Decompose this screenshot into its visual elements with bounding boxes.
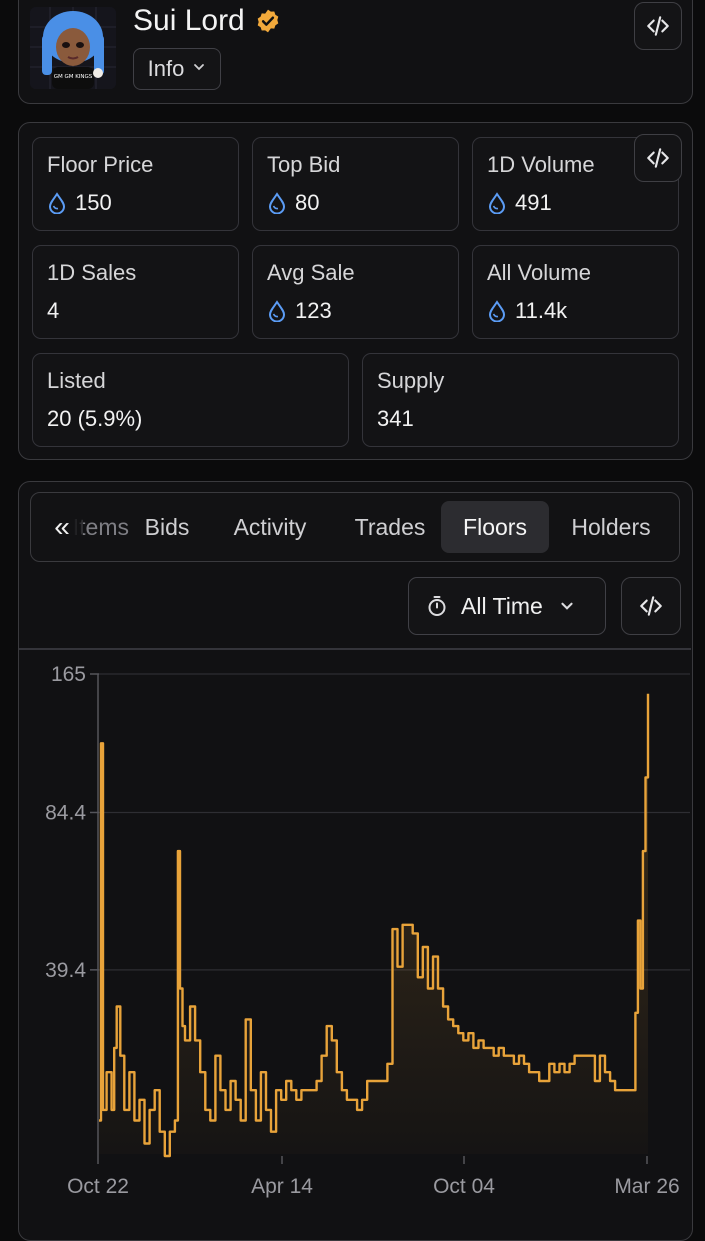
sui-drop-icon <box>48 192 66 214</box>
stat-value-text: 4 <box>47 298 60 323</box>
stat-value-text: 150 <box>75 190 112 215</box>
tab-label: Holders <box>571 513 651 540</box>
tab-trades[interactable]: Trades <box>337 501 443 553</box>
collection-name: Sui Lord <box>133 4 245 37</box>
info-label: Info <box>147 56 185 81</box>
collapse-tabs-button[interactable]: « <box>41 503 83 551</box>
info-dropdown-button[interactable]: Info <box>133 48 221 90</box>
sui-drop-icon <box>268 192 286 214</box>
x-tick-label: Oct 22 <box>67 1175 129 1198</box>
stat-label: Top Bid <box>267 152 341 177</box>
y-tick-label: 165 <box>51 663 86 686</box>
floor-line <box>99 693 650 1158</box>
collection-header-card <box>18 0 693 104</box>
tab-label: Floors <box>463 513 527 540</box>
stat-top-bid: Top Bid 80 <box>252 137 459 231</box>
tab-activity[interactable]: Activity <box>215 501 325 553</box>
x-tick-label: Apr 14 <box>251 1175 313 1198</box>
header-embed-code-button[interactable] <box>634 2 682 50</box>
stat-label: 1D Volume <box>487 152 595 177</box>
time-filter-dropdown[interactable]: All Time <box>408 577 606 635</box>
tab-bids[interactable]: Bids <box>129 501 205 553</box>
tab-label: Trades <box>354 513 426 540</box>
sui-drop-icon <box>268 300 286 322</box>
stats-embed-code-button[interactable] <box>634 134 682 182</box>
avatar-image: GM GM KINGS <box>30 7 116 89</box>
stat-label: Avg Sale <box>267 260 355 285</box>
stat-value-text: 123 <box>295 298 332 323</box>
stat-value-text: 80 <box>295 190 320 215</box>
tab-floors[interactable]: Floors <box>441 501 549 553</box>
x-tick-label: Oct 04 <box>433 1175 495 1198</box>
stat-supply: Supply 341 <box>362 353 679 447</box>
tab-label: Bids <box>144 513 190 540</box>
avatar-shirt-text: GM GM KINGS <box>54 74 93 80</box>
y-tick-label: 84.4 <box>45 801 86 824</box>
stat-floor-price: Floor Price 150 <box>32 137 239 231</box>
floor-price-chart: 165 84.4 39.4 Oct 22 Apr 14 Oct 04 Mar 26 <box>45 663 690 1198</box>
sui-drop-icon <box>488 300 506 322</box>
stat-value-text: 491 <box>515 190 552 215</box>
time-filter-label: All Time <box>461 592 543 619</box>
stopwatch-icon <box>428 596 446 616</box>
stat-all-volume: All Volume 11.4k <box>472 245 679 339</box>
double-chevron-left-icon: « <box>54 511 70 542</box>
collection-avatar[interactable]: GM GM KINGS <box>30 7 116 89</box>
code-icon <box>640 596 662 616</box>
floor-area <box>99 693 648 1156</box>
x-tick-label: Mar 26 <box>614 1175 679 1198</box>
chevron-down-icon <box>192 60 206 79</box>
stat-value-text: 20 (5.9%) <box>47 406 143 431</box>
chart-embed-code-button[interactable] <box>621 577 681 635</box>
stat-avg-sale: Avg Sale 123 <box>252 245 459 339</box>
stat-listed: Listed 20 (5.9%) <box>32 353 349 447</box>
y-tick-label: 39.4 <box>45 959 86 982</box>
tab-bar: Items « Bids Activity Trades Floors Hold… <box>30 492 680 562</box>
stat-label: Supply <box>377 368 445 393</box>
stat-label: Floor Price <box>47 152 154 177</box>
sui-drop-icon <box>488 192 506 214</box>
chart-divider <box>19 648 691 650</box>
tab-holders[interactable]: Holders <box>559 501 663 553</box>
stat-1d-sales: 1D Sales 4 <box>32 245 239 339</box>
stat-label: Listed <box>47 368 106 393</box>
tab-label: Activity <box>233 513 307 540</box>
collection-title: Sui Lord <box>133 4 281 38</box>
chevron-down-icon <box>561 602 573 610</box>
verified-badge-icon <box>255 8 281 34</box>
stat-label: 1D Sales <box>47 260 137 285</box>
stat-label: All Volume <box>487 260 591 285</box>
stat-value-text: 341 <box>377 406 414 431</box>
stat-value-text: 11.4k <box>515 298 568 323</box>
code-icon <box>647 148 669 168</box>
code-icon <box>647 16 669 36</box>
